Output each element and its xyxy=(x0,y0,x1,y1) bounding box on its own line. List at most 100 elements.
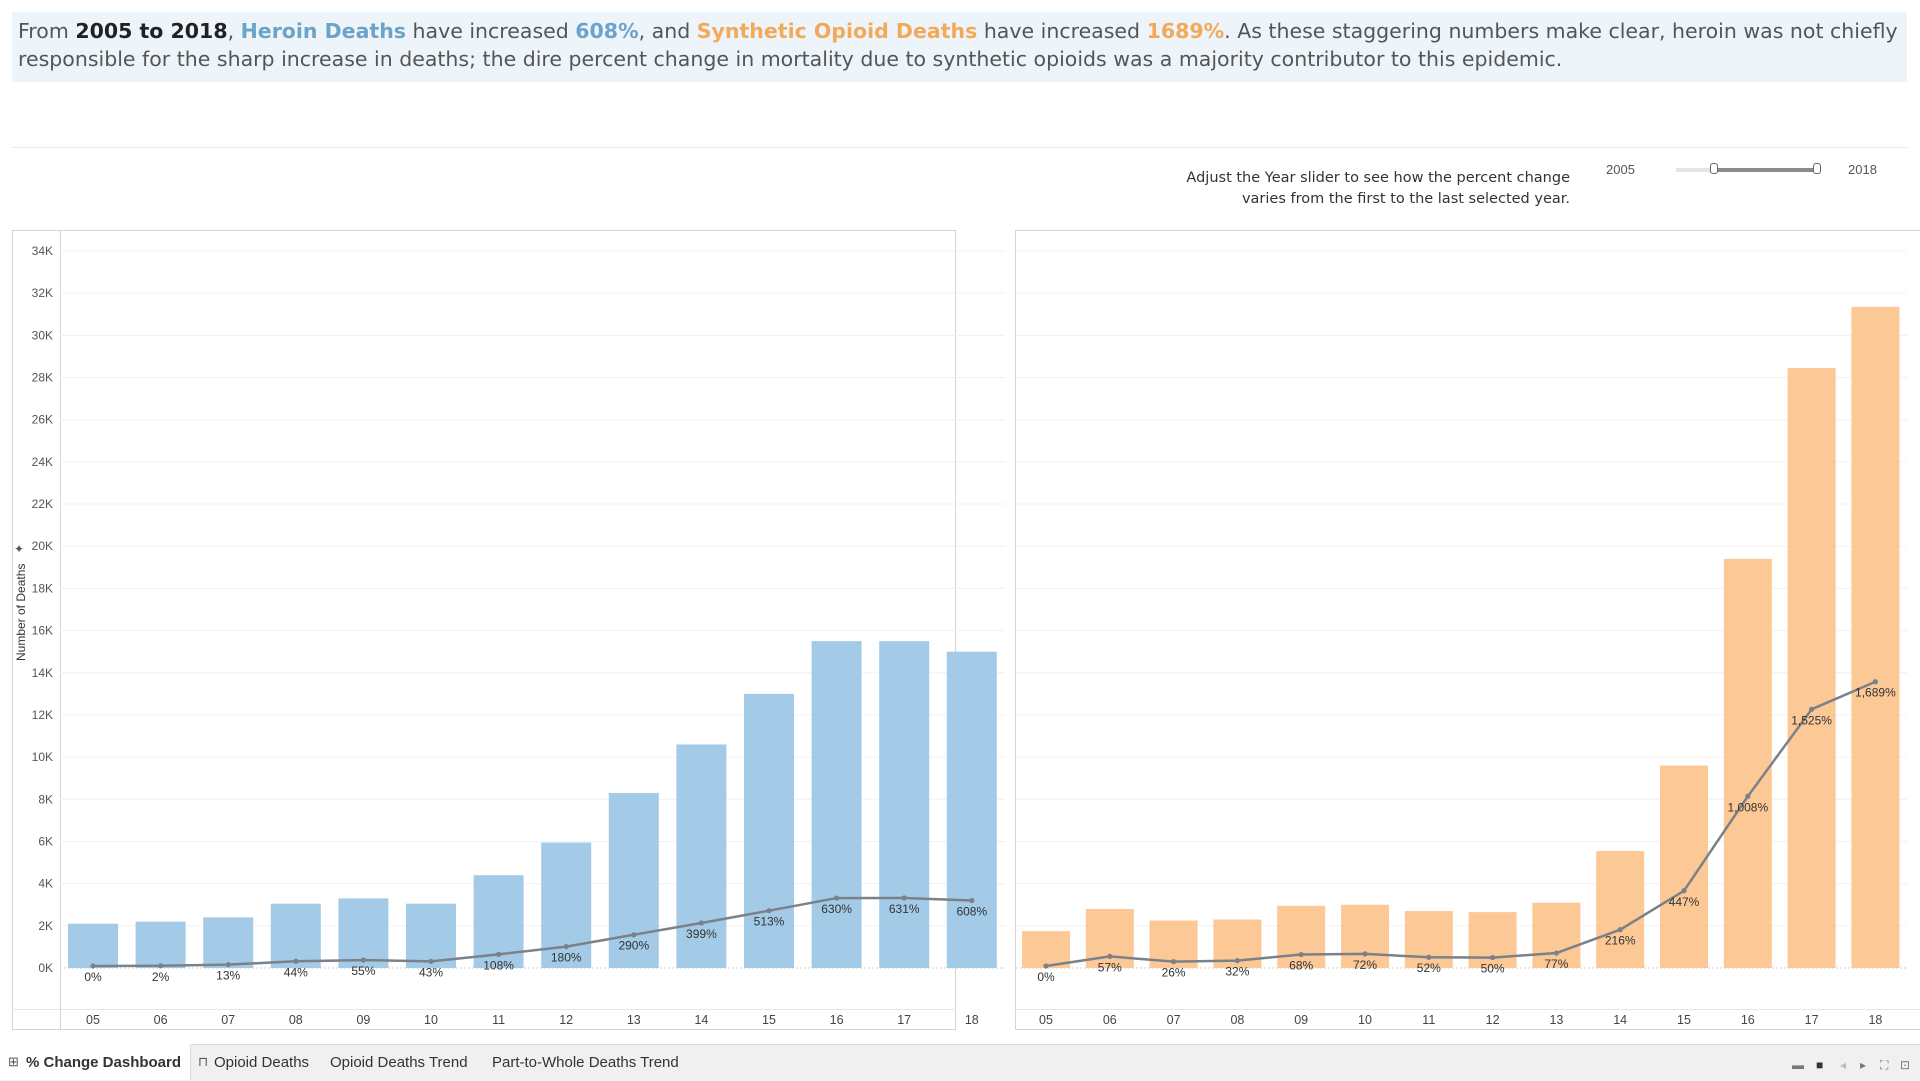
slider-instructions-line: varies from the first to the last select… xyxy=(1241,191,1570,207)
synthetic-percent-label: 1,008% xyxy=(1727,800,1768,814)
x-tick-label: 16 xyxy=(830,1013,844,1027)
y-tick-label: 30K xyxy=(32,328,53,342)
heroin-percent-label: 608% xyxy=(956,904,987,918)
synthetic-percent-label: 57% xyxy=(1098,960,1122,974)
x-tick-label: 10 xyxy=(1358,1013,1372,1027)
headline-text: have increased xyxy=(977,19,1147,43)
heroin-line-point xyxy=(225,961,231,968)
y-tick-label: 8K xyxy=(38,792,53,806)
headline-year-range: 2005 to 2018 xyxy=(75,19,228,43)
headline-synthetic-label: Synthetic Opioid Deaths xyxy=(696,19,978,43)
x-tick-label: 13 xyxy=(1549,1013,1563,1027)
synthetic-line-point xyxy=(1745,793,1751,799)
synthetic-line-point xyxy=(1171,959,1177,965)
heroin-bar xyxy=(676,744,727,968)
tab-part-to-whole-deaths-trend[interactable]: Part-to-Whole Deaths Trend xyxy=(492,1054,679,1071)
x-axis-line xyxy=(1015,1009,1920,1010)
y-tick-label: 4K xyxy=(38,877,53,891)
year-slider-start-handle[interactable] xyxy=(1710,163,1718,174)
heroin-line-point xyxy=(428,958,434,964)
y-tick-label: 0K xyxy=(38,961,53,975)
synthetic-bar xyxy=(1596,850,1645,968)
year-slider-end-handle[interactable] xyxy=(1813,163,1821,174)
x-tick-label: 05 xyxy=(1039,1013,1053,1027)
x-tick-label: 15 xyxy=(1677,1013,1691,1027)
x-tick-label: 06 xyxy=(154,1013,168,1027)
slider-instructions-line: Adjust the Year slider to see how the pe… xyxy=(1186,170,1570,186)
heroin-bar xyxy=(811,641,862,968)
previous-sheet-icon[interactable]: ◂ xyxy=(1840,1058,1847,1072)
headline-text: From xyxy=(18,19,76,43)
synthetic-bar xyxy=(1851,306,1900,969)
heroin-line-point xyxy=(766,908,772,914)
synthetic-percent-label: 1,525% xyxy=(1791,713,1832,727)
y-tick-label: 22K xyxy=(32,497,53,511)
synthetic-bar xyxy=(1723,558,1772,968)
charts-canvas: 0K 2K 4K 6K 8K 10K 12K 14K 16K 18K 20K 22K 24K 26K 28K… xyxy=(32,244,1907,1027)
y-tick-label: 10K xyxy=(32,750,53,764)
x-tick-label: 17 xyxy=(1805,1013,1819,1027)
pin-icon[interactable]: ✦ xyxy=(14,542,25,556)
y-tick-label: 28K xyxy=(32,371,53,385)
fullscreen-icon[interactable]: ⛶ xyxy=(1880,1058,1889,1072)
synthetic-bar xyxy=(1022,931,1070,968)
heroin-line-point xyxy=(90,963,96,969)
synthetic-line-point xyxy=(1681,888,1687,894)
y-tick-label: 14K xyxy=(32,666,53,680)
y-tick-label: 2K xyxy=(38,919,53,933)
heroin-percent-label: 43% xyxy=(419,965,443,979)
x-tick-label: 08 xyxy=(1230,1013,1244,1027)
heroin-percent-label: 2% xyxy=(152,970,170,984)
x-tick-label: 10 xyxy=(424,1013,438,1027)
list-view-icon[interactable]: ▬ xyxy=(1792,1058,1804,1072)
heroin-percent-label: 513% xyxy=(754,915,785,929)
y-tick-label: 20K xyxy=(32,539,53,553)
y-tick-label: 18K xyxy=(32,581,53,595)
heroin-line-point xyxy=(631,932,637,938)
heroin-percent-label: 0% xyxy=(84,970,102,984)
presentation-icon[interactable]: ⊡ xyxy=(1900,1058,1911,1072)
headline-text: , xyxy=(227,19,241,43)
tab-pct-change-dashboard[interactable]: % Change Dashboard xyxy=(26,1054,182,1071)
y-tick-label: 32K xyxy=(32,286,53,300)
grid-view-icon[interactable]: ■ xyxy=(1816,1058,1824,1072)
synthetic-line-point xyxy=(1872,679,1878,685)
x-tick-label: 14 xyxy=(694,1013,708,1027)
y-tick-label: 6K xyxy=(38,834,53,848)
synthetic-line-point xyxy=(1553,950,1559,956)
headline-text: , and xyxy=(638,19,697,43)
synthetic-bar xyxy=(1787,368,1836,969)
headline-synthetic-percent: 1689% xyxy=(1146,19,1225,43)
heroin-bar xyxy=(135,921,186,968)
heroin-line-point xyxy=(360,957,366,963)
y-tick-label: 16K xyxy=(32,624,53,638)
x-tick-label: 09 xyxy=(356,1013,370,1027)
headline-heroin-label: Heroin Deaths xyxy=(240,19,407,43)
heroin-bar xyxy=(338,898,389,968)
x-tick-label: 11 xyxy=(492,1013,505,1027)
x-tick-label: 08 xyxy=(289,1013,303,1027)
heroin-bar xyxy=(203,917,254,968)
y-tick-label: 24K xyxy=(32,455,53,469)
synthetic-line-point xyxy=(1617,927,1623,933)
synthetic-percent-change-line xyxy=(1045,680,1876,968)
slider-start-label: 2005 xyxy=(1606,162,1635,177)
synthetic-percent-label: 68% xyxy=(1289,959,1313,973)
synthetic-percent-label: 447% xyxy=(1669,895,1700,909)
x-tick-label: 07 xyxy=(221,1013,235,1027)
heroin-bar xyxy=(744,693,794,968)
synthetic-line-point xyxy=(1490,954,1496,961)
y-tick-label: 34K xyxy=(32,244,53,258)
synthetic-bar xyxy=(1532,902,1581,968)
tab-opioid-deaths-trend[interactable]: Opioid Deaths Trend xyxy=(330,1054,468,1071)
dashboard-headline: From 2005 to 2018, Heroin Deaths have in… xyxy=(12,12,1907,82)
next-sheet-icon[interactable]: ▸ xyxy=(1860,1058,1867,1072)
synthetic-percent-label: 72% xyxy=(1353,958,1377,972)
synthetic-percent-label: 26% xyxy=(1162,966,1186,980)
heroin-percent-label: 55% xyxy=(351,964,375,978)
tab-opioid-deaths[interactable]: Opioid Deaths xyxy=(214,1054,310,1071)
heroin-line-point xyxy=(901,895,907,901)
x-axis-line xyxy=(12,1009,956,1010)
headline-text: . As these staggering numbers make clear… xyxy=(18,19,1898,71)
synthetic-percent-label: 77% xyxy=(1544,957,1568,971)
